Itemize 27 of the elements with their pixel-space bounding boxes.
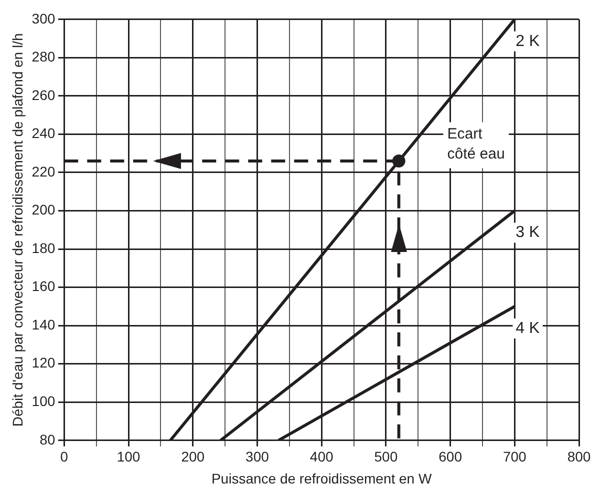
y-tick-label: 300: [32, 10, 56, 26]
x-tick-label: 200: [181, 448, 205, 465]
series-label: 3 K: [516, 224, 540, 242]
annotation: Ecart côté eau: [447, 125, 505, 162]
y-axis-title: Débit d'eau par convecteur de refroidissement de plafond en l/h: [9, 33, 26, 427]
x-tick-label: 800: [567, 448, 591, 465]
y-tick-label: 280: [32, 48, 56, 65]
x-tick-label: 0: [60, 448, 68, 465]
x-axis-title: Puissance de refroidissement en W: [211, 470, 432, 486]
series-label: 4 K: [516, 320, 540, 337]
x-tick-label: 700: [502, 448, 527, 465]
x-tick-label: 500: [374, 448, 398, 465]
x-tick-label: 100: [116, 448, 140, 465]
y-tick-label: 100: [32, 392, 56, 409]
x-tick-label: 300: [246, 448, 270, 465]
y-tick-label: 220: [32, 163, 56, 180]
y-tick-label: 260: [32, 86, 56, 103]
y-tick-label: 180: [32, 240, 56, 256]
y-tick-label: 120: [32, 354, 56, 371]
y-tick-label: 140: [32, 316, 56, 332]
series-label: 2 K: [516, 32, 540, 50]
x-tick-label: 400: [310, 448, 334, 465]
x-tick-label: 600: [438, 448, 462, 465]
y-tick-label: 160: [32, 278, 56, 294]
y-tick-label: 240: [32, 125, 56, 142]
y-tick-label: 200: [32, 202, 56, 218]
y-tick-label: 80: [40, 431, 56, 448]
